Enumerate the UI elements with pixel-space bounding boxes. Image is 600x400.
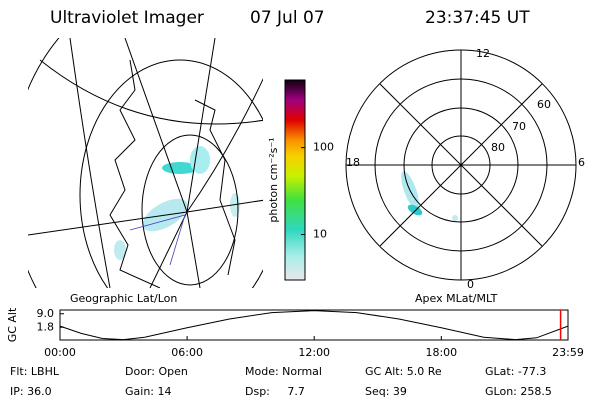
colorbar-label: photon cm⁻²s⁻¹ [267,137,280,222]
panel-label: Apex MLat/MLT [415,292,498,305]
status-field: GLon: 258.5 [485,385,552,398]
status-field: Seq: 39 [365,385,407,398]
polar-grid [345,49,577,281]
status-field: Flt: LBHL [10,365,60,378]
footer: Flt: LBHL Door: Open Mode: Normal GC Alt: 5… [10,365,552,398]
lat-label: 70 [512,120,526,133]
plot-frame [59,309,569,341]
y-axis-label: GC Alt [6,307,19,342]
date: 07 Jul 07 [250,8,325,28]
mlt-label: 6 [578,156,585,169]
x-tick-label: 00:00 [44,346,76,359]
status-field: IP: 36.0 [10,385,52,398]
time: 23:37:45 UT [425,8,530,28]
y-tick-label: 9.0 [37,307,55,320]
x-tick-label: 12:00 [298,346,330,359]
y-tick-label: 1.8 [37,320,55,333]
mlt-label: 0 [467,278,474,291]
status-field: GC Alt: 5.0 Re [365,365,442,378]
x-tick-label: 18:00 [425,346,457,359]
status-field: Dsp: 7.7 [245,385,305,398]
panel-label: Geographic Lat/Lon [70,292,177,305]
x-tick-label: 06:00 [171,346,203,359]
lat-label: 60 [537,98,551,111]
geo-map [28,38,263,288]
altitude-curve [59,310,569,341]
status-field: Gain: 14 [125,385,172,398]
status-field: Mode: Normal [245,365,322,378]
mlt-label: 18 [346,156,360,169]
lat-label: 80 [491,141,505,154]
tick-label: 10 [313,228,327,241]
colorbar [284,79,306,281]
tick-label: 100 [313,141,334,154]
x-tick-label: 23:59 [552,346,584,359]
status-field: GLat: -77.3 [485,365,546,378]
instrument: Ultraviolet Imager [50,8,204,28]
status-field: Door: Open [125,365,188,378]
mlt-label: 12 [476,47,490,60]
